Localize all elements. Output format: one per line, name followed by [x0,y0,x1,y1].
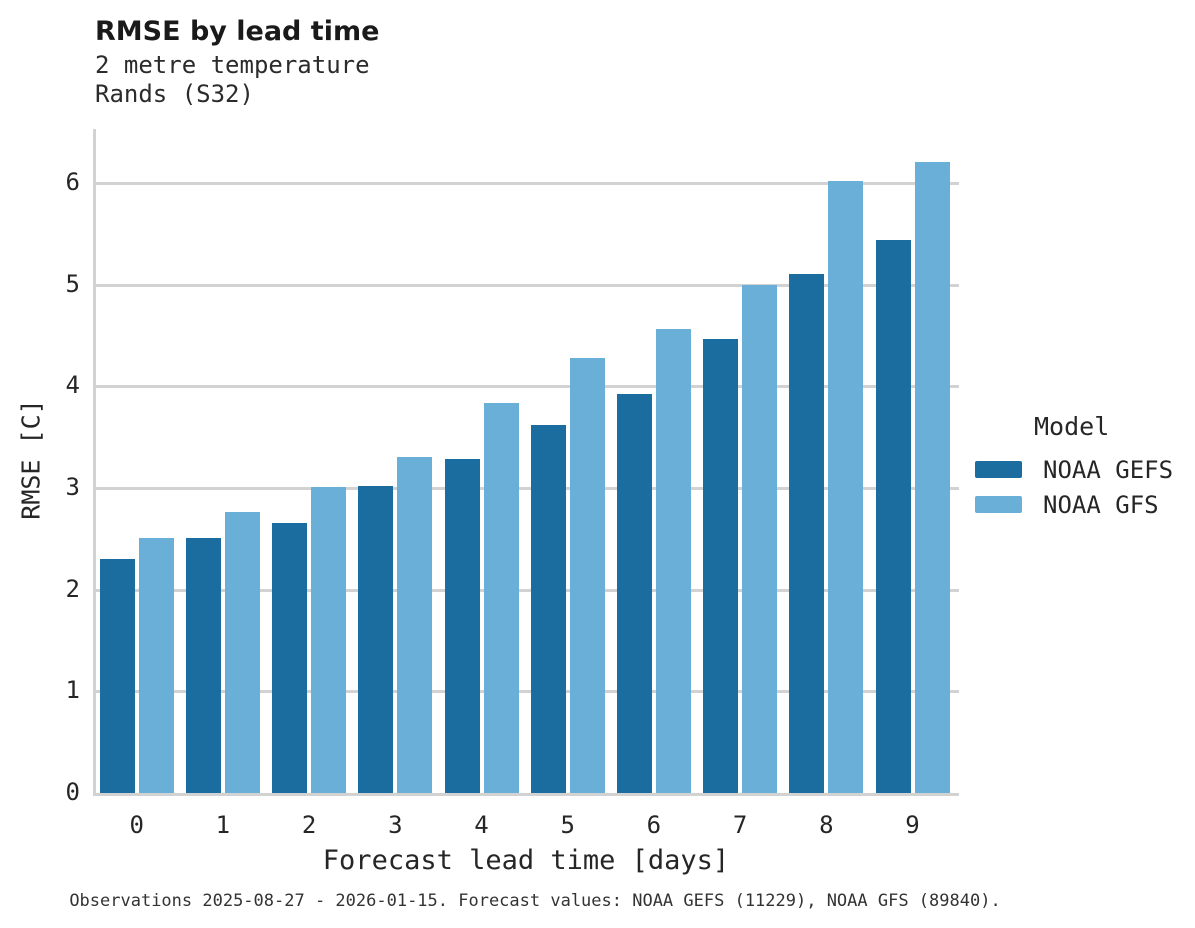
bar-noaa-gfs-lead-8 [828,180,864,793]
x-axis-label: Forecast lead time [days] [322,845,730,876]
y-tick-label-3: 3 [65,472,80,501]
gridline-y-2 [93,588,959,592]
legend-label: NOAA GEFS [1043,455,1174,484]
bar-noaa-gefs-lead-6 [616,394,652,793]
x-axis-spine [93,793,959,796]
y-tick-label-1: 1 [65,676,80,705]
gridline-y-5 [93,283,959,287]
x-tick-label-7: 7 [732,811,748,839]
bar-noaa-gfs-lead-2 [311,486,347,793]
bar-noaa-gefs-lead-9 [875,239,911,793]
bar-noaa-gfs-lead-9 [914,161,950,793]
gridline-y-6 [93,181,959,185]
x-tick-label-6: 6 [646,811,662,839]
bar-noaa-gfs-lead-0 [138,537,174,793]
bar-noaa-gefs-lead-0 [99,559,135,793]
y-tick-label-0: 0 [65,778,80,806]
bar-noaa-gfs-lead-6 [655,329,691,793]
legend-label: NOAA GFS [1043,490,1159,519]
bar-noaa-gefs-lead-4 [444,458,480,793]
bar-noaa-gefs-lead-5 [530,424,566,793]
footer-caption: Observations 2025-08-27 - 2026-01-15. Fo… [69,891,1001,911]
chart-subtitle-variable: 2 metre temperature [95,51,370,79]
legend-entries: NOAA GEFS NOAA GFS [975,452,1190,522]
x-tick-label-4: 4 [474,811,489,839]
y-tick-label-5: 5 [65,269,80,298]
legend-swatch-dark-blue [975,461,1022,478]
bar-noaa-gefs-lead-7 [703,338,739,793]
x-tick-label-0: 0 [129,811,144,839]
chart-subtitle-location: Rands (S32) [95,80,254,108]
x-tick-label-5: 5 [560,811,575,839]
gridline-y-1 [93,690,959,694]
y-tick-label-4: 4 [65,371,80,400]
bar-noaa-gfs-lead-1 [224,512,260,793]
x-tick-label-9: 9 [905,811,920,839]
gridline-y-3 [93,486,959,490]
x-tick-label-1: 1 [215,811,231,839]
bar-noaa-gfs-lead-3 [397,457,433,793]
bar-noaa-gefs-lead-8 [789,274,825,793]
bar-noaa-gefs-lead-2 [272,522,308,793]
legend-entry-noaa-gfs: NOAA GFS [975,487,1190,522]
bar-noaa-gfs-lead-5 [569,357,605,793]
chart-title: RMSE by lead time [95,16,380,47]
x-tick-label-8: 8 [819,811,834,839]
bar-noaa-gfs-lead-4 [483,402,519,793]
bar-noaa-gefs-lead-3 [358,485,394,793]
y-tick-label-6: 6 [65,167,80,196]
legend-swatch-light-blue [975,496,1022,513]
y-tick-label-2: 2 [65,574,80,603]
legend-title: Model [1034,412,1110,441]
bar-noaa-gefs-lead-1 [185,537,221,793]
legend-entry-noaa-gefs: NOAA GEFS [975,452,1190,487]
x-tick-label-2: 2 [301,811,317,839]
gridline-y-4 [93,385,959,389]
y-axis-spine [93,129,96,796]
legend: Model NOAA GEFS NOAA GFS [975,412,1190,522]
x-tick-label-3: 3 [388,811,403,839]
bar-noaa-gfs-lead-7 [742,284,778,793]
